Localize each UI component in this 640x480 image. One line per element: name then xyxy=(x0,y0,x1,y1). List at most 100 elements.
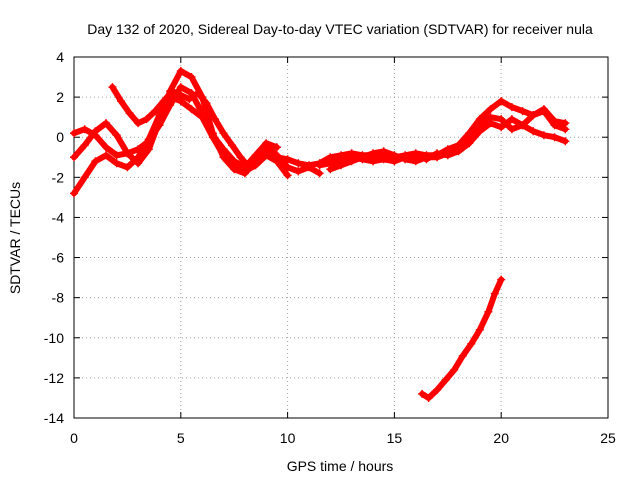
data-point xyxy=(518,107,527,116)
data-point xyxy=(187,73,196,82)
y-tick-label: -14 xyxy=(44,410,64,426)
data-point xyxy=(144,137,153,146)
data-point xyxy=(102,119,111,128)
data-point xyxy=(134,145,143,154)
data-point xyxy=(253,153,262,162)
data-point xyxy=(369,157,378,166)
data-point xyxy=(529,127,538,136)
data-point xyxy=(151,107,160,116)
y-tick-label: -2 xyxy=(52,169,65,185)
data-point xyxy=(112,131,121,140)
y-axis-label: SDTVAR / TECUs xyxy=(7,182,23,294)
data-point xyxy=(497,123,506,132)
data-point xyxy=(433,385,442,394)
x-tick-label: 20 xyxy=(493,430,509,446)
data-point xyxy=(91,131,100,140)
data-point xyxy=(112,159,121,168)
data-point xyxy=(125,109,134,118)
data-point xyxy=(142,115,151,124)
y-tick-label: 2 xyxy=(56,89,64,105)
y-tick-label: -12 xyxy=(44,370,64,386)
data-point xyxy=(486,105,495,114)
data-point xyxy=(550,133,559,142)
plot-frame xyxy=(73,56,609,419)
data-point xyxy=(315,161,324,170)
data-point xyxy=(245,163,254,172)
y-tick-label: -6 xyxy=(52,250,65,266)
data-point xyxy=(283,171,292,180)
data-point xyxy=(70,153,78,162)
data-point xyxy=(458,351,467,360)
x-tick-label: 10 xyxy=(280,430,296,446)
data-point xyxy=(193,89,202,98)
data-point xyxy=(159,97,168,106)
data-point xyxy=(518,121,527,130)
data-point xyxy=(486,113,495,122)
data-point xyxy=(70,129,78,138)
data-point xyxy=(108,83,117,92)
data-point xyxy=(262,151,271,160)
data-point xyxy=(475,325,484,334)
data-point xyxy=(550,117,559,126)
data-point xyxy=(272,143,281,152)
data-point xyxy=(176,83,185,92)
series-track-8 xyxy=(418,275,506,402)
data-point xyxy=(123,149,132,158)
data-point xyxy=(379,155,388,164)
data-point xyxy=(80,173,89,182)
data-point xyxy=(168,87,177,96)
data-point xyxy=(230,157,239,166)
data-point xyxy=(490,289,499,298)
y-tick-label: 4 xyxy=(56,49,64,65)
data-point xyxy=(202,99,211,108)
y-tick-label: -8 xyxy=(52,290,65,306)
data-point xyxy=(454,145,463,154)
data-point xyxy=(166,101,175,110)
data-point xyxy=(507,115,516,124)
data-point xyxy=(315,169,324,178)
data-point xyxy=(208,131,217,140)
data-point xyxy=(443,149,452,158)
data-point xyxy=(176,67,185,76)
data-point xyxy=(176,91,185,100)
data-point xyxy=(465,135,474,144)
data-point xyxy=(433,153,442,162)
grid xyxy=(74,57,608,418)
data-point xyxy=(475,121,484,130)
data-point xyxy=(228,141,237,150)
y-tick-label: -4 xyxy=(52,209,65,225)
data-point xyxy=(187,105,196,114)
data-point xyxy=(450,365,459,374)
data-point xyxy=(155,121,164,130)
series-track-4 xyxy=(108,83,279,172)
data-point xyxy=(294,159,303,168)
y-tick-label: 0 xyxy=(56,129,64,145)
x-tick-label: 25 xyxy=(600,430,616,446)
data-point xyxy=(80,125,89,134)
series-track-3 xyxy=(70,83,281,172)
data-point xyxy=(116,97,125,106)
data-point xyxy=(210,115,219,124)
data-point xyxy=(467,339,476,348)
data-point xyxy=(497,115,506,124)
data-point xyxy=(539,105,548,114)
data-point xyxy=(304,161,313,170)
y-tick-label: -10 xyxy=(44,330,64,346)
data-point xyxy=(272,153,281,162)
data-point xyxy=(507,125,516,134)
data-point xyxy=(283,155,292,164)
data-point xyxy=(484,307,493,316)
data-point xyxy=(358,153,367,162)
data-point xyxy=(507,103,516,112)
data-point xyxy=(102,143,111,152)
data-point xyxy=(497,97,506,106)
data-point xyxy=(185,95,194,104)
data-series xyxy=(70,67,570,402)
x-tick-label: 5 xyxy=(177,430,185,446)
data-point xyxy=(123,163,132,172)
data-point xyxy=(369,149,378,158)
data-point xyxy=(102,151,111,160)
data-point xyxy=(198,109,207,118)
x-axis-label: GPS time / hours xyxy=(287,458,394,474)
data-point xyxy=(411,157,420,166)
